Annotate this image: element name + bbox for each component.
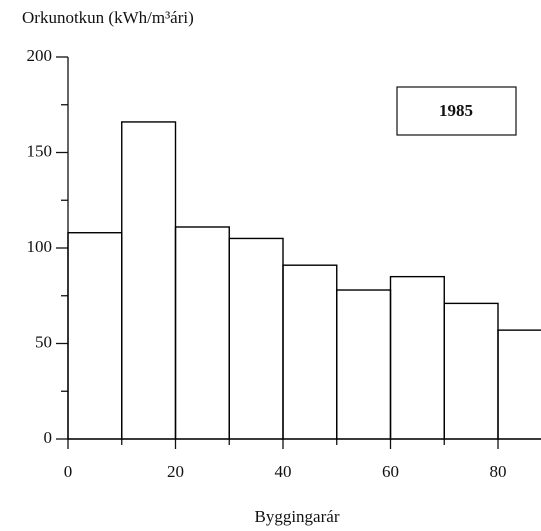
bar [282,264,338,440]
annotation: 1985 [439,101,473,120]
bar [336,289,392,440]
x-tick-label: 80 [490,462,507,481]
y-tick-label: 100 [27,237,53,256]
x-axis-label: Byggingarár [255,507,340,526]
bar [443,302,499,440]
bar [389,275,445,440]
y-tick-label: 0 [44,428,53,447]
x-tick-label: 20 [167,462,184,481]
y-tick-label: 50 [35,332,52,351]
annotation-box [396,86,517,136]
bar [121,121,177,440]
chart-title: Orkunotkun (kWh/m³ári) [22,8,194,27]
bar [228,237,284,440]
x-tick-label: 60 [382,462,399,481]
bar [67,232,123,440]
bar [174,226,230,440]
y-tick-label: 200 [27,46,53,65]
x-tick-label: 40 [275,462,292,481]
bar [497,329,541,440]
y-tick-label: 150 [27,141,53,160]
x-tick-label: 0 [64,462,73,481]
